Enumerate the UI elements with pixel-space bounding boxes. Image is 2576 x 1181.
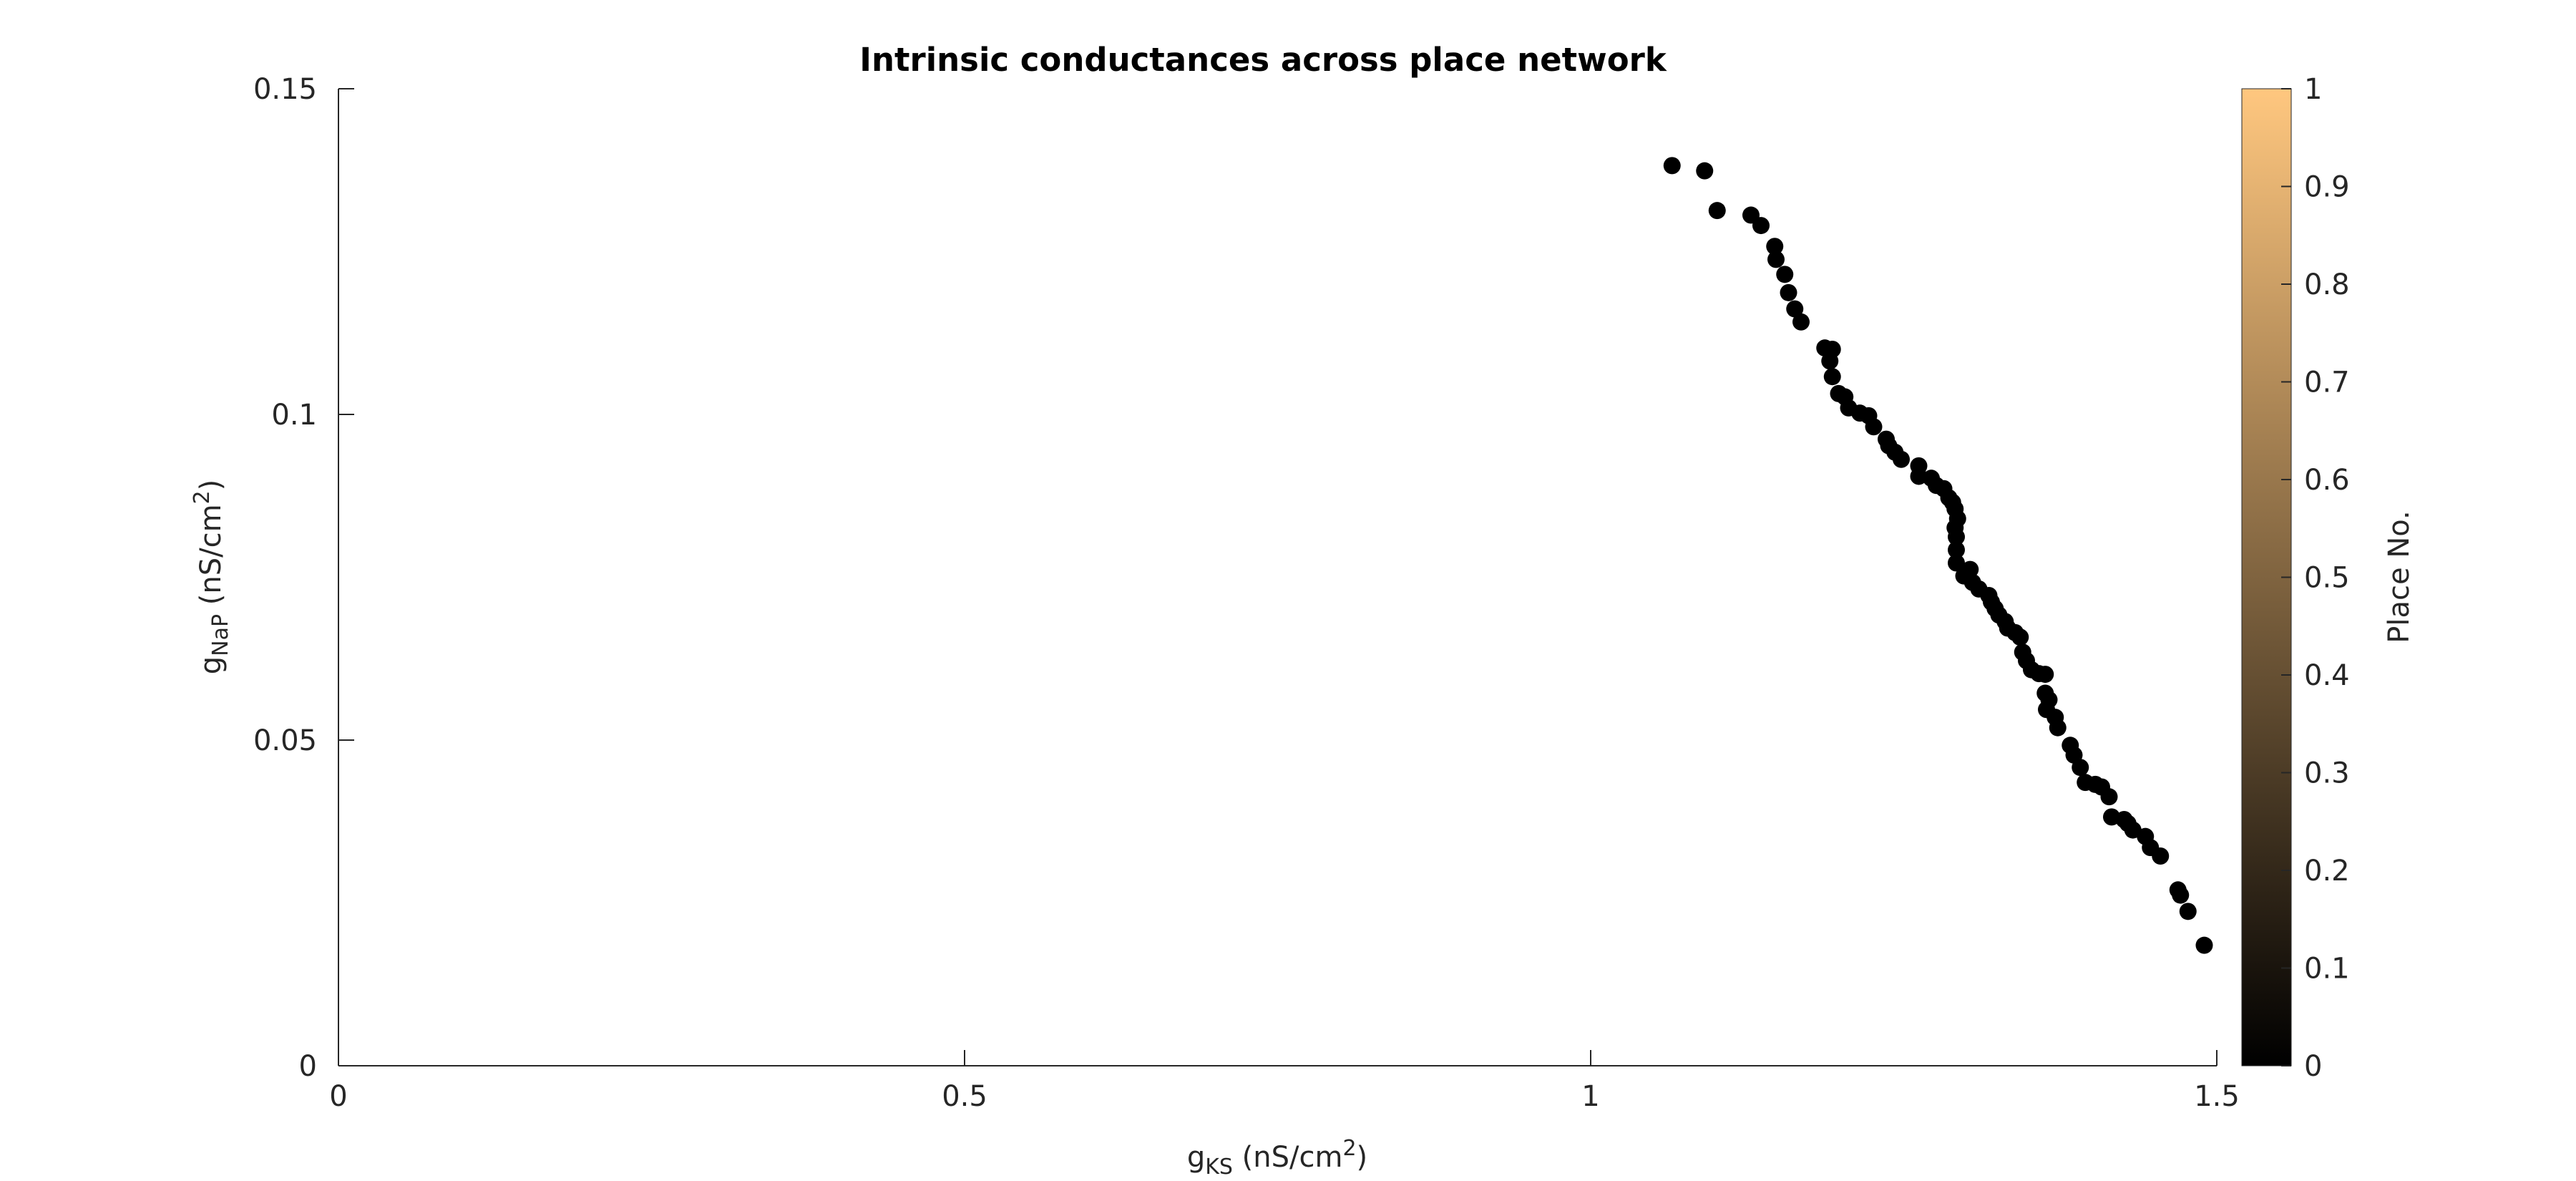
y-label-superscript: 2 <box>190 490 215 504</box>
scatter-point <box>1792 313 1810 331</box>
x-label-unit: (nS/cm <box>1233 1141 1343 1174</box>
scatter-point <box>1893 450 1910 468</box>
y-tick-label: 0.15 <box>253 73 317 106</box>
colorbar-label: Place No. <box>2383 510 2416 643</box>
x-axis-label: gKS (nS/cm2) <box>1187 1136 1367 1180</box>
x-tick-label: 0.5 <box>942 1080 987 1113</box>
scatter-point <box>1776 266 1794 283</box>
y-label-subscript: NaP <box>208 614 233 656</box>
scatter-point <box>2100 788 2118 806</box>
y-tick-label: 0 <box>299 1050 317 1083</box>
scatter-point <box>2011 628 2029 646</box>
scatter-point <box>1708 202 1726 220</box>
y-label-unit-close: ) <box>195 480 228 491</box>
x-tick-label: 1.5 <box>2194 1080 2240 1113</box>
chart-title: Intrinsic conductances across place netw… <box>859 41 1667 79</box>
y-label-base: g <box>195 656 228 674</box>
scatter-point <box>2172 886 2190 904</box>
y-axis-label: gNaP (nS/cm2) <box>190 480 233 675</box>
colorbar-tick-label: 0.2 <box>2304 855 2350 888</box>
scatter-point <box>1948 541 1965 559</box>
scatter-point <box>2179 903 2197 920</box>
x-ticks: 0 0.5 1 1.5 <box>329 1050 2240 1113</box>
x-tick-label: 1 <box>1581 1080 1599 1113</box>
y-tick-label: 0.05 <box>253 724 317 757</box>
scatter-point <box>2152 847 2170 865</box>
x-tick-label: 0 <box>329 1080 347 1113</box>
colorbar-tick-label: 0.3 <box>2304 757 2350 790</box>
scatter-point <box>2195 936 2213 954</box>
x-label-base: g <box>1187 1141 1205 1174</box>
scatter-point <box>1865 418 1883 436</box>
x-label-superscript: 2 <box>1342 1136 1356 1161</box>
scatter-point <box>1767 251 1785 268</box>
scatter-point <box>1780 283 1797 301</box>
colorbar-tick-label: 0.7 <box>2304 366 2350 399</box>
scatter-point <box>1752 217 1770 235</box>
colorbar-tick-label: 0 <box>2304 1050 2322 1083</box>
scatter-point <box>1821 352 1839 370</box>
scatter-point <box>1823 368 1841 386</box>
colorbar-tick-label: 0.8 <box>2304 268 2350 301</box>
plot-axes <box>338 89 2217 1066</box>
y-tick-label: 0.1 <box>271 399 317 432</box>
scatter-point <box>1948 554 1965 572</box>
colorbar-tick-label: 0.9 <box>2304 171 2350 204</box>
data-points <box>1663 157 2213 954</box>
scatter-point <box>2036 666 2054 684</box>
scatter-point <box>2072 759 2089 777</box>
scatter-point <box>1663 157 1681 175</box>
colorbar-tick-label: 0.1 <box>2304 953 2350 986</box>
colorbar-tick-label: 1 <box>2304 73 2322 106</box>
colorbar-tick-label: 0.4 <box>2304 659 2350 692</box>
colorbar-tick-label: 0.5 <box>2304 562 2350 595</box>
colorbar: 0 0.1 0.2 0.3 0.4 0.5 0.6 0.7 0.8 0.9 1 <box>2241 73 2350 1083</box>
scatter-point <box>2049 719 2067 737</box>
x-label-subscript: KS <box>1205 1155 1233 1180</box>
scatter-point <box>1766 238 1784 256</box>
scatter-point <box>1948 528 1965 546</box>
scatter-point <box>1696 162 1714 180</box>
colorbar-tick-label: 0.6 <box>2304 464 2350 497</box>
y-ticks: 0 0.05 0.1 0.15 <box>253 73 354 1083</box>
y-label-unit: (nS/cm <box>195 504 228 614</box>
scatter-point <box>1786 300 1804 318</box>
x-label-unit-close: ) <box>1357 1141 1368 1174</box>
